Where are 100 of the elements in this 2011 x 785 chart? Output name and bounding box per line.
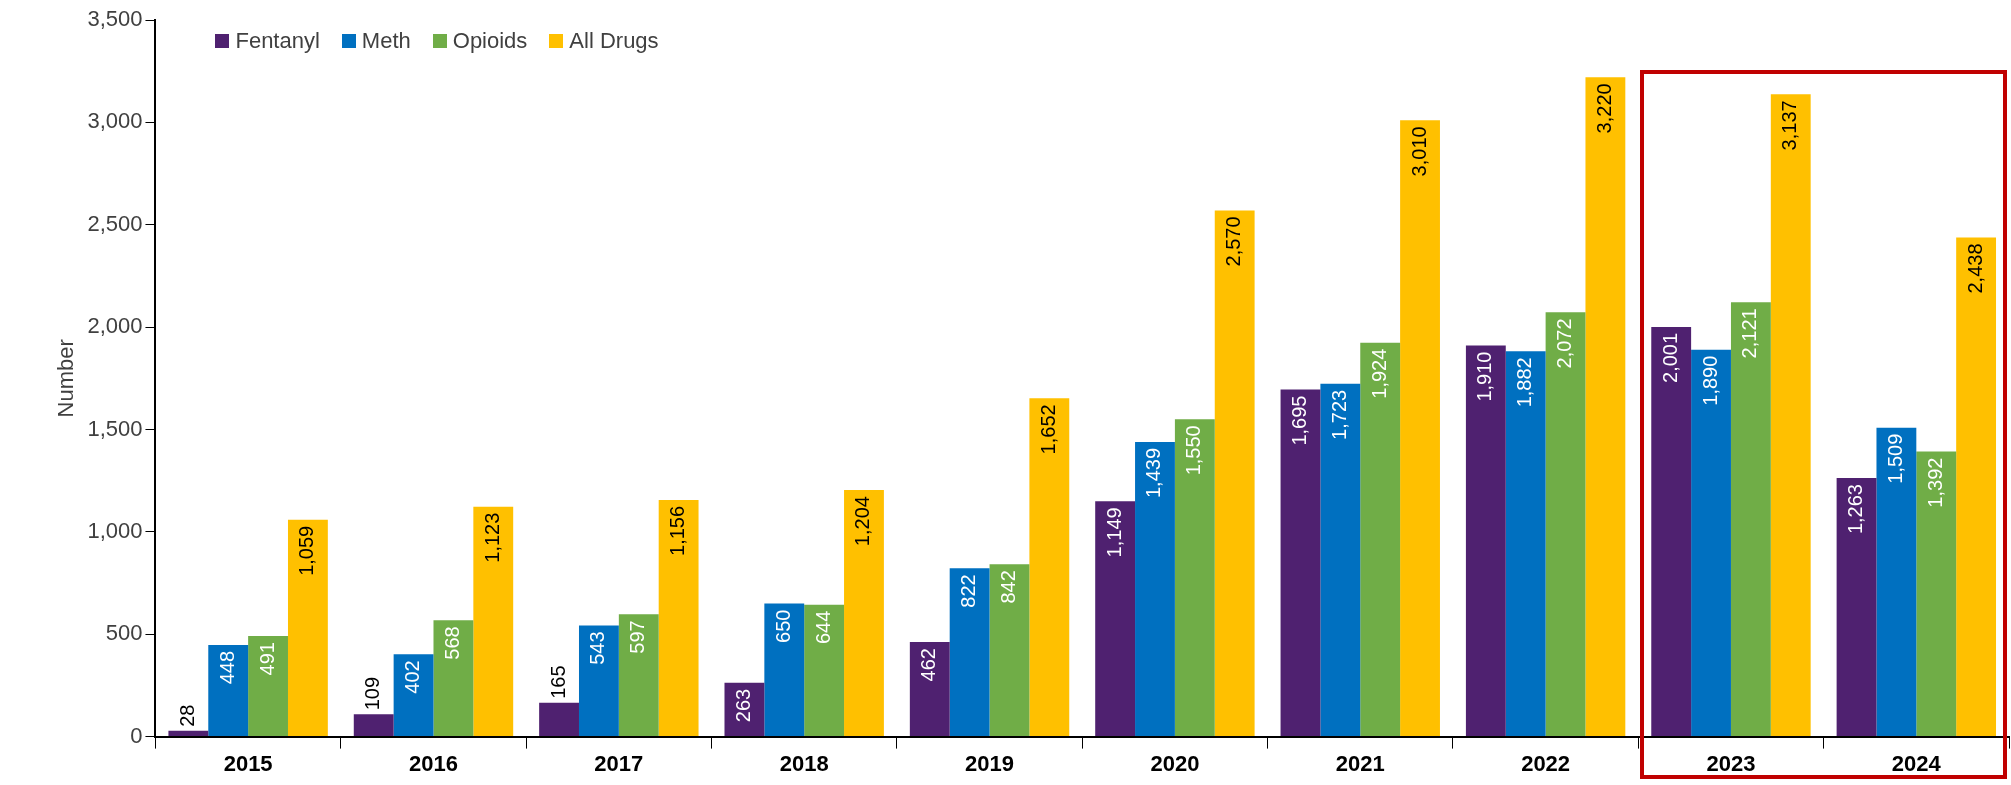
y-tick-label: 500 (105, 620, 143, 646)
x-tick-label: 2022 (1521, 750, 1571, 776)
x-tick-label: 2018 (779, 750, 829, 776)
y-tick-label: 2,000 (87, 313, 143, 339)
y-tick-label: 1,000 (87, 517, 143, 543)
x-tick-label: 2023 (1706, 750, 1756, 776)
legend-label: Meth (361, 28, 411, 54)
bar (1214, 210, 1255, 737)
data-label: 2,001 (1658, 332, 1681, 383)
y-axis-title: Number (53, 339, 79, 418)
data-label: 597 (626, 620, 649, 654)
data-label: 2,570 (1222, 216, 1245, 267)
legend-label: Opioids (452, 28, 528, 54)
bar (844, 490, 884, 737)
data-label: 3,137 (1778, 100, 1801, 151)
bar (804, 604, 845, 737)
data-label: 1,882 (1513, 357, 1536, 408)
data-label: 1,392 (1923, 457, 1946, 508)
data-label: 3,220 (1592, 83, 1615, 134)
data-label: 109 (361, 676, 384, 711)
bar (1836, 478, 1877, 737)
bar (1876, 427, 1917, 737)
bar (1465, 345, 1506, 737)
bar (1029, 398, 1070, 737)
bar (1691, 349, 1731, 737)
bar (989, 564, 1030, 737)
x-tick-label: 2024 (1891, 750, 1942, 776)
data-label: 650 (771, 609, 794, 643)
data-label: 822 (957, 574, 980, 608)
bar (1320, 383, 1361, 737)
data-label: 448 (215, 650, 238, 685)
data-label: 1,910 (1473, 351, 1496, 402)
data-label: 1,652 (1036, 404, 1059, 455)
data-label: 402 (401, 660, 424, 694)
data-label: 1,149 (1102, 507, 1125, 558)
data-label: 644 (811, 610, 834, 645)
bar (287, 519, 328, 737)
data-label: 165 (546, 665, 569, 699)
bar (248, 636, 288, 737)
y-tick-label: 3,000 (87, 108, 143, 134)
bar (618, 614, 659, 737)
bar (1174, 419, 1215, 737)
data-label: 1,123 (480, 512, 503, 563)
data-label: 2,072 (1553, 318, 1576, 369)
data-label: 1,695 (1288, 395, 1310, 446)
bar (539, 702, 579, 737)
legend-label: Fentanyl (235, 28, 320, 54)
data-label: 3,010 (1407, 126, 1430, 177)
x-tick-label: 2017 (594, 750, 644, 776)
bar (1770, 94, 1811, 737)
data-label: 1,550 (1182, 425, 1205, 476)
bar (949, 568, 990, 737)
x-tick-label: 2020 (1150, 750, 1200, 776)
data-label: 2,438 (1963, 243, 1986, 294)
data-label: 28 (175, 704, 198, 727)
data-label: 543 (586, 631, 609, 665)
data-label: 1,890 (1698, 355, 1721, 406)
bar (433, 620, 474, 737)
bar (1585, 77, 1626, 737)
data-label: 1,439 (1142, 447, 1165, 499)
x-tick-label: 2019 (965, 750, 1015, 776)
bar (1956, 237, 1997, 737)
bar (909, 642, 950, 737)
data-label: 263 (731, 688, 754, 723)
data-label: 2,121 (1738, 308, 1761, 359)
data-label: 842 (996, 570, 1019, 604)
data-label: 1,204 (851, 496, 874, 547)
data-label: 1,723 (1327, 389, 1350, 440)
bar (1280, 389, 1321, 737)
legend-label: All Drugs (569, 28, 659, 54)
data-label: 568 (440, 626, 463, 660)
data-label: 1,263 (1844, 484, 1867, 535)
bar (1545, 312, 1586, 737)
bar (1360, 342, 1401, 737)
bar (1651, 326, 1692, 737)
bar (353, 714, 394, 737)
bar (658, 499, 699, 737)
data-label: 1,059 (295, 525, 318, 576)
bar (1730, 302, 1771, 737)
bar (168, 730, 209, 737)
data-label: 1,509 (1883, 433, 1906, 484)
data-label: 1,924 (1367, 348, 1390, 399)
bar (578, 625, 619, 737)
x-tick-label: 2015 (223, 750, 273, 776)
y-tick-label: 0 (130, 722, 143, 748)
y-tick-label: 1,500 (87, 415, 143, 441)
bar (473, 506, 514, 737)
y-tick-label: 3,500 (87, 6, 143, 32)
bar (393, 654, 434, 737)
data-label: 462 (917, 648, 940, 682)
data-label: 1,156 (666, 505, 689, 556)
data-label: 491 (255, 642, 278, 676)
bar (764, 603, 805, 737)
y-tick-label: 2,500 (87, 210, 143, 236)
bar (1095, 501, 1136, 737)
bar (1400, 120, 1440, 737)
bar (1916, 451, 1957, 737)
bar (208, 644, 249, 737)
bar (1135, 441, 1175, 737)
bar (1505, 351, 1546, 737)
